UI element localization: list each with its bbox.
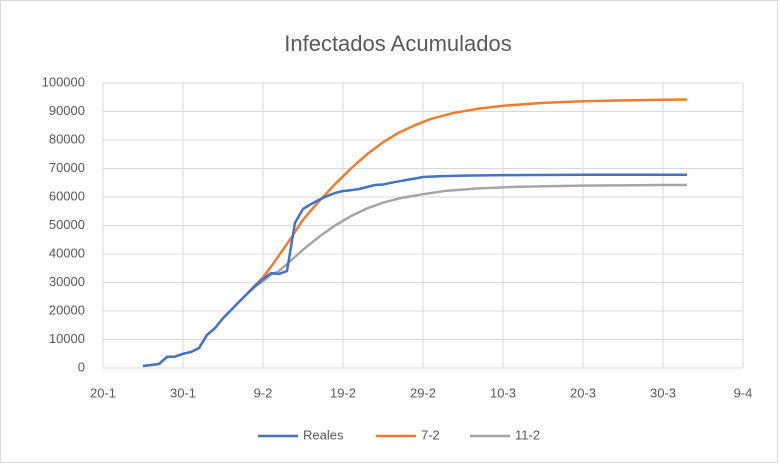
x-tick-label: 19-2 [330, 385, 356, 400]
y-tick-label: 10000 [49, 331, 85, 346]
legend-label: Reales [303, 427, 344, 442]
x-tick-label: 9-4 [734, 385, 753, 400]
y-tick-label: 90000 [49, 103, 85, 118]
x-tick-label: 20-1 [90, 385, 116, 400]
data-line [246, 98, 688, 295]
y-tick-label: 80000 [49, 131, 85, 146]
y-tick-label: 70000 [49, 160, 85, 175]
y-tick-label: 60000 [49, 188, 85, 203]
x-tick-label: 29-2 [410, 385, 436, 400]
chart-title: Infectados Acumulados [284, 31, 511, 56]
x-tick-label: 30-3 [650, 385, 676, 400]
y-tick-label: 30000 [49, 274, 85, 289]
y-tick-label: 20000 [49, 302, 85, 317]
y-tick-label: 40000 [49, 245, 85, 260]
legend-label: 11-2 [515, 427, 540, 442]
data-line [142, 173, 687, 368]
y-tick-label: 100000 [42, 74, 85, 89]
x-tick-label: 30-1 [170, 385, 196, 400]
x-tick-label: 10-3 [490, 385, 516, 400]
y-tick-label: 50000 [49, 217, 85, 232]
legend-label: 7-2 [421, 427, 440, 442]
x-tick-label: 9-2 [254, 385, 273, 400]
x-tick-label: 20-3 [570, 385, 596, 400]
y-tick-label: 0 [78, 359, 85, 374]
